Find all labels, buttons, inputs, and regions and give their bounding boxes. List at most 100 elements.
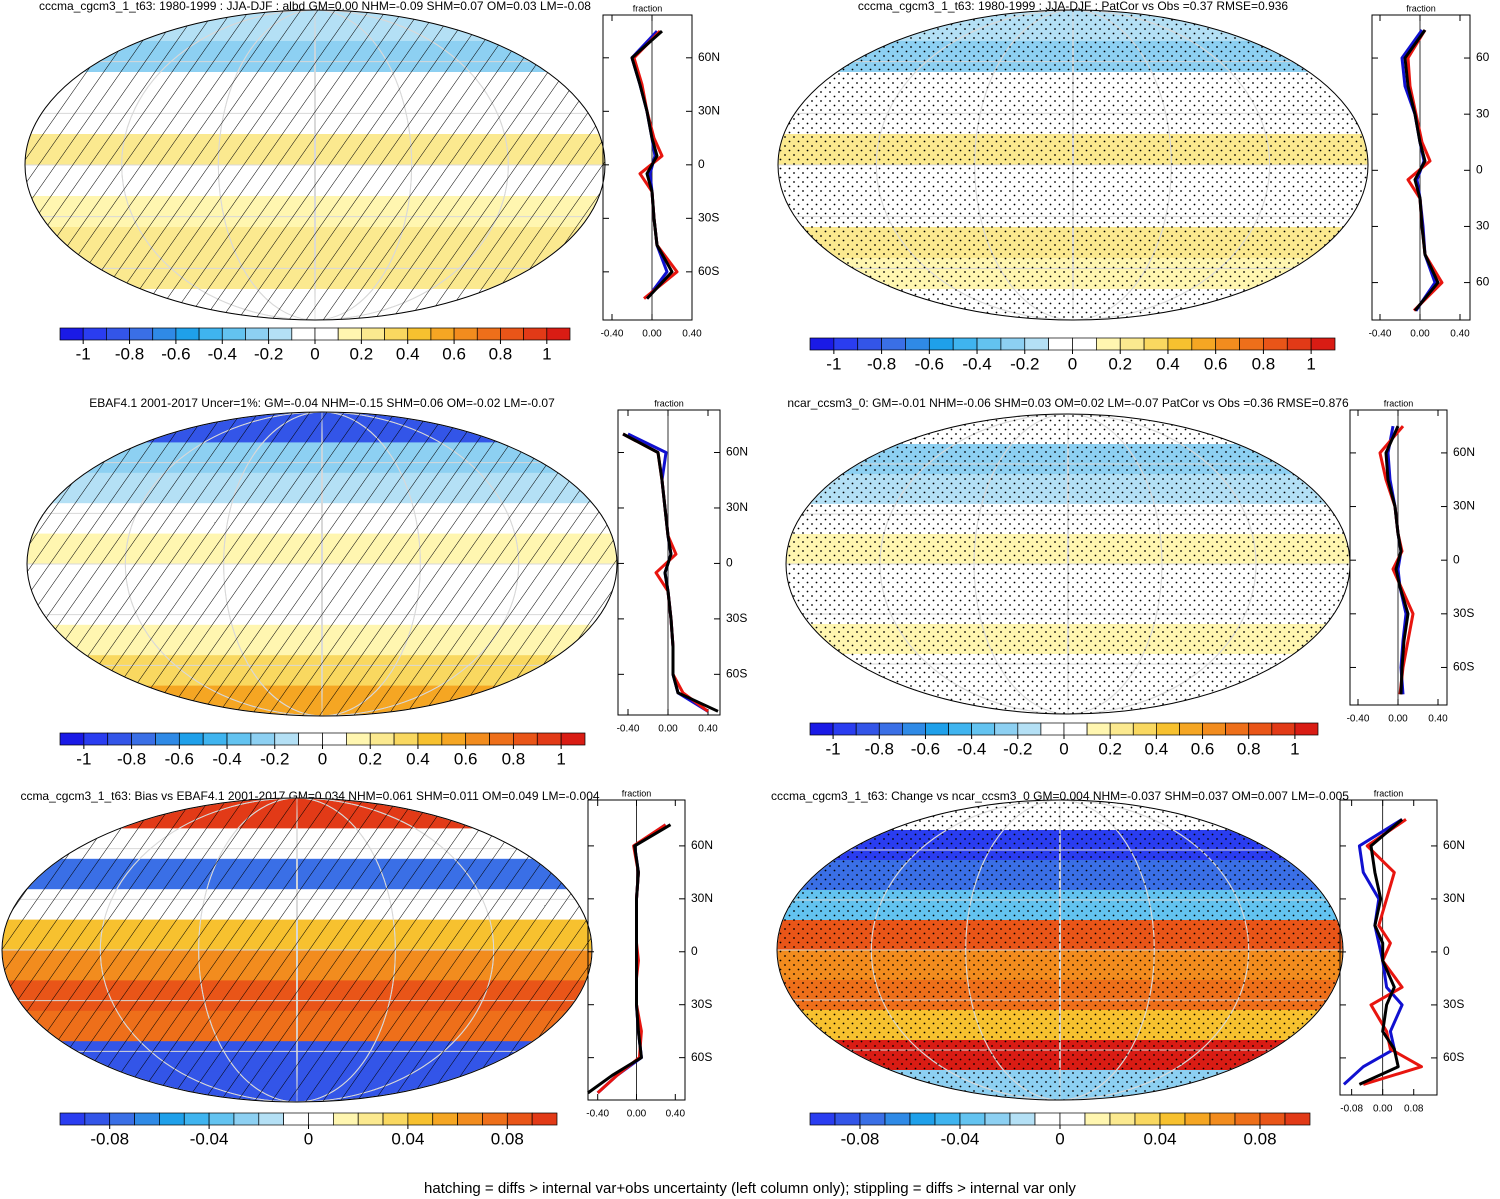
colorbar-tick-label: -0.04: [190, 1129, 229, 1148]
colorbar-box: [1109, 1112, 1136, 1126]
y-tick-label: 30S: [691, 997, 712, 1011]
colorbar-box: [131, 732, 156, 746]
colorbar-tick-label: 0.4: [396, 344, 420, 363]
zonal-frame: [617, 409, 721, 716]
colorbar-box: [857, 337, 882, 351]
colorbar-box: [1286, 337, 1312, 351]
colorbar-tick-label: 0.8: [502, 749, 526, 768]
zonal-line: [630, 29, 674, 300]
map-overlay: [27, 412, 617, 716]
colorbar-box: [233, 1112, 260, 1126]
colorbar-box: [560, 732, 586, 746]
x-tick-label: 0.00: [1373, 1104, 1393, 1115]
colorbar-box: [1310, 337, 1336, 351]
colorbar-box: [84, 1112, 111, 1126]
x-tick-label: -0.40: [1347, 714, 1370, 725]
colorbar-box: [948, 722, 972, 736]
colorbar-box: [258, 1112, 284, 1126]
panel-title: cccma_cgcm3_1_t63: 1980-1999 : JJA-DJF :…: [858, 0, 1289, 13]
map: [777, 800, 1343, 1100]
colorbar-box: [925, 722, 949, 736]
y-tick-label: 0: [698, 157, 705, 171]
colorbar-tick-label: 0: [304, 1129, 313, 1148]
colorbar-box: [226, 732, 252, 746]
colorbar-box: [245, 327, 269, 341]
colorbar-tick-label: 0.2: [358, 749, 382, 768]
colorbar-box: [905, 337, 930, 351]
colorbar-tick-label: 0.08: [1243, 1129, 1276, 1148]
colorbar-tick-label: -0.08: [841, 1129, 880, 1148]
colorbar-box: [1096, 337, 1121, 351]
colorbar-box: [1009, 1112, 1036, 1126]
colorbar-box: [1048, 337, 1073, 351]
colorbar-box: [159, 1112, 185, 1126]
colorbar-box: [417, 732, 443, 746]
map-overlay: [2, 798, 592, 1102]
colorbar-tick-label: -0.4: [208, 344, 237, 363]
y-tick-label: 0: [1443, 944, 1450, 958]
colorbar-tick-label: 0.04: [391, 1129, 424, 1148]
y-tick-label: 30: [1476, 106, 1490, 120]
colorbar-tick-label: -0.4: [962, 354, 991, 373]
y-tick-label: 30S: [1453, 606, 1474, 620]
y-tick-label: 60S: [726, 667, 747, 681]
colorbar-box: [1017, 722, 1042, 736]
y-tick-label: 60S: [691, 1050, 712, 1064]
colorbar-box: [361, 327, 385, 341]
x-tick-label: 0.00: [627, 1109, 647, 1120]
zonal-line: [587, 823, 672, 1095]
colorbar-tick-label: 1: [1306, 354, 1315, 373]
colorbar-box: [393, 732, 419, 746]
colorbar-box: [976, 337, 1002, 351]
zonal-x-label: fraction: [654, 398, 684, 408]
colorbar-tick-label: 0.4: [1156, 354, 1180, 373]
zonal-line: [1378, 425, 1415, 695]
colorbar-tick-label: -0.4: [212, 749, 241, 768]
colorbar-box: [531, 1112, 558, 1126]
colorbar-box: [268, 327, 293, 341]
panel-title: EBAF4.1 2001-2017 Uncer=1%: GM=-0.04 NHM…: [89, 396, 555, 410]
colorbar-tick-label: 0.8: [1237, 739, 1261, 758]
colorbar-box: [453, 327, 478, 341]
colorbar-box: [482, 1112, 508, 1126]
colorbar-tick-label: -0.2: [1010, 354, 1039, 373]
colorbar-box: [513, 732, 538, 746]
map-overlay: [777, 800, 1343, 1100]
y-tick-label: 0: [1476, 162, 1483, 176]
colorbar-box: [432, 1112, 458, 1126]
colorbar-box: [959, 1112, 986, 1126]
y-tick-label: 60: [1476, 275, 1490, 289]
colorbar-box: [109, 1112, 135, 1126]
colorbar-box: [1156, 722, 1180, 736]
colorbar-box: [1234, 1112, 1261, 1126]
colorbar-tick-label: -1: [826, 354, 841, 373]
colorbar-box: [1040, 722, 1065, 736]
colorbar-box: [441, 732, 467, 746]
colorbar-box: [1143, 337, 1169, 351]
map-outline: [776, 799, 1344, 1101]
colorbar-tick-label: 0.2: [350, 344, 374, 363]
colorbar-box: [155, 732, 180, 746]
colorbar-box: [274, 732, 299, 746]
y-tick-label: 60N: [1443, 838, 1465, 852]
colorbar-tick-label: -0.8: [117, 749, 146, 768]
colorbar-box: [175, 327, 200, 341]
colorbar-box: [59, 732, 85, 746]
y-tick-label: 30N: [698, 103, 720, 117]
colorbar-box: [1086, 722, 1111, 736]
x-tick-label: 0.40: [682, 329, 702, 340]
y-tick-label: 0: [726, 556, 733, 570]
colorbar-box: [489, 732, 514, 746]
colorbar-box: [1084, 1112, 1111, 1126]
zonal-x-label: fraction: [633, 3, 663, 13]
colorbar-tick-label: -0.6: [161, 344, 190, 363]
map-overlay: [778, 10, 1368, 320]
map-outline: [1, 797, 593, 1103]
colorbar-box: [465, 732, 490, 746]
zonal-line: [1406, 29, 1444, 312]
y-tick-label: 60S: [1453, 660, 1474, 674]
colorbar-box: [1284, 1112, 1311, 1126]
y-tick-label: 60N: [691, 838, 713, 852]
colorbar-box: [1184, 1112, 1211, 1126]
